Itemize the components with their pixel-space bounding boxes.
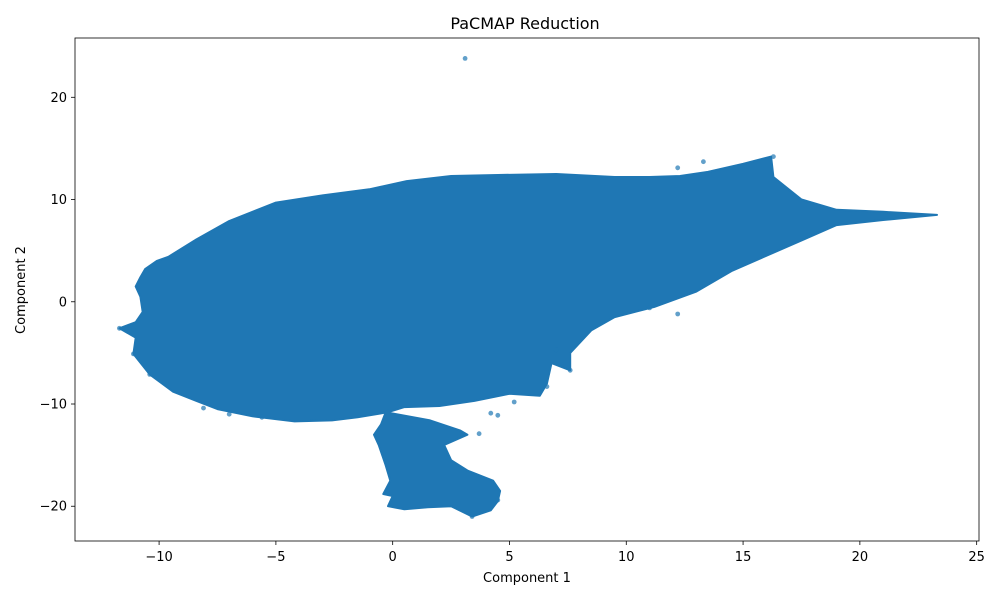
y-tick-label: −20 — [40, 500, 67, 515]
x-tick-label: 20 — [852, 550, 869, 565]
scatter-point — [124, 325, 129, 331]
scatter-point — [495, 412, 501, 418]
scatter-point — [647, 305, 652, 311]
x-tick-label: 15 — [735, 550, 752, 565]
scatter-point — [675, 165, 681, 171]
x-tick-label: 25 — [968, 550, 985, 565]
scatter-point — [544, 384, 550, 389]
scatter-point — [226, 411, 232, 417]
x-tick-label: 10 — [618, 550, 635, 565]
scatter-point — [117, 325, 122, 331]
scatter-point — [488, 410, 494, 416]
scatter-point — [511, 399, 517, 405]
scatter-point — [201, 405, 206, 411]
scatter-point — [675, 311, 681, 317]
x-tick-label: −10 — [145, 550, 172, 565]
y-tick-label: 0 — [59, 295, 67, 310]
lower-point-cloud — [373, 411, 502, 518]
y-tick-label: 10 — [50, 193, 67, 208]
scatter-point — [462, 56, 468, 61]
scatter-point — [567, 367, 573, 373]
y-axis-ticks: −20 −10 0 10 20 — [40, 91, 75, 515]
y-axis-label: Component 2 — [14, 246, 29, 334]
x-tick-label: 0 — [389, 550, 397, 565]
y-tick-label: −10 — [40, 398, 67, 413]
scatter-point — [385, 409, 391, 415]
scatter-point — [147, 372, 153, 377]
scatter-point — [771, 154, 776, 160]
scatter-point — [495, 497, 501, 503]
scatter-point — [701, 159, 706, 165]
scatter-point — [553, 347, 559, 353]
scatter-point — [131, 351, 136, 357]
x-tick-label: −5 — [266, 550, 285, 565]
x-axis-label: Component 1 — [483, 571, 571, 586]
plot-marks — [117, 56, 938, 519]
y-tick-label: 20 — [50, 91, 67, 106]
scatter-point — [131, 327, 136, 332]
scatter-point — [476, 431, 482, 437]
chart-title: PaCMAP Reduction — [450, 14, 599, 33]
scatter-point — [469, 514, 475, 519]
scatter-point — [259, 414, 265, 420]
x-tick-label: 5 — [505, 550, 513, 565]
x-axis-ticks: −10 −5 0 5 10 15 20 25 — [145, 541, 985, 565]
main-point-cloud — [118, 155, 938, 423]
plot-frame — [74, 37, 980, 542]
